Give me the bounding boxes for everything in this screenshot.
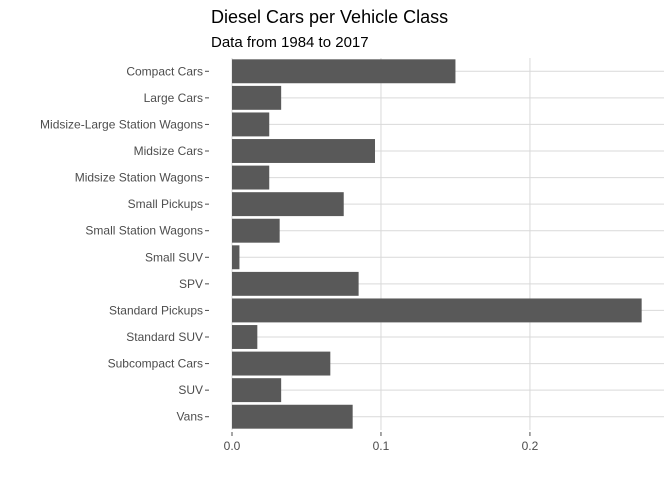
chart-title: Diesel Cars per Vehicle Class	[211, 7, 448, 27]
category-label: Small Pickups	[128, 197, 203, 211]
x-tick-label: 0.0	[224, 439, 241, 453]
bar	[232, 112, 270, 137]
category-label: Midsize Station Wagons	[75, 171, 203, 185]
x-tick-label: 0.2	[522, 439, 539, 453]
bar	[232, 298, 642, 323]
bar	[232, 85, 282, 110]
chart-subtitle: Data from 1984 to 2017	[211, 34, 369, 51]
category-label: Midsize-Large Station Wagons	[40, 117, 203, 131]
category-label: Subcompact Cars	[108, 357, 203, 371]
category-label: Compact Cars	[126, 64, 203, 78]
bar	[232, 271, 359, 296]
category-label: Small Station Wagons	[85, 224, 203, 238]
category-label: SPV	[179, 277, 203, 291]
category-labels: Compact Cars Large Cars Midsize-Large Stat…	[40, 64, 209, 424]
bar	[232, 139, 376, 163]
bar	[232, 165, 270, 190]
category-label: SUV	[178, 383, 203, 397]
category-label: Standard SUV	[126, 330, 203, 344]
x-tick-label: 0.1	[373, 439, 390, 453]
category-label: Standard Pickups	[109, 303, 203, 317]
category-label: Small SUV	[145, 250, 203, 264]
category-label: Midsize Cars	[134, 144, 203, 158]
bar	[232, 325, 258, 349]
bars	[232, 59, 642, 429]
bar	[232, 59, 456, 84]
bar	[232, 218, 280, 243]
category-label: Large Cars	[144, 91, 203, 105]
category-label: Vans	[177, 410, 203, 424]
x-axis-ticks: 0.0 0.1 0.2	[224, 432, 539, 453]
bar	[232, 378, 282, 403]
bar	[232, 192, 344, 217]
bar	[232, 404, 353, 429]
bar	[232, 245, 240, 270]
bar	[232, 351, 331, 376]
